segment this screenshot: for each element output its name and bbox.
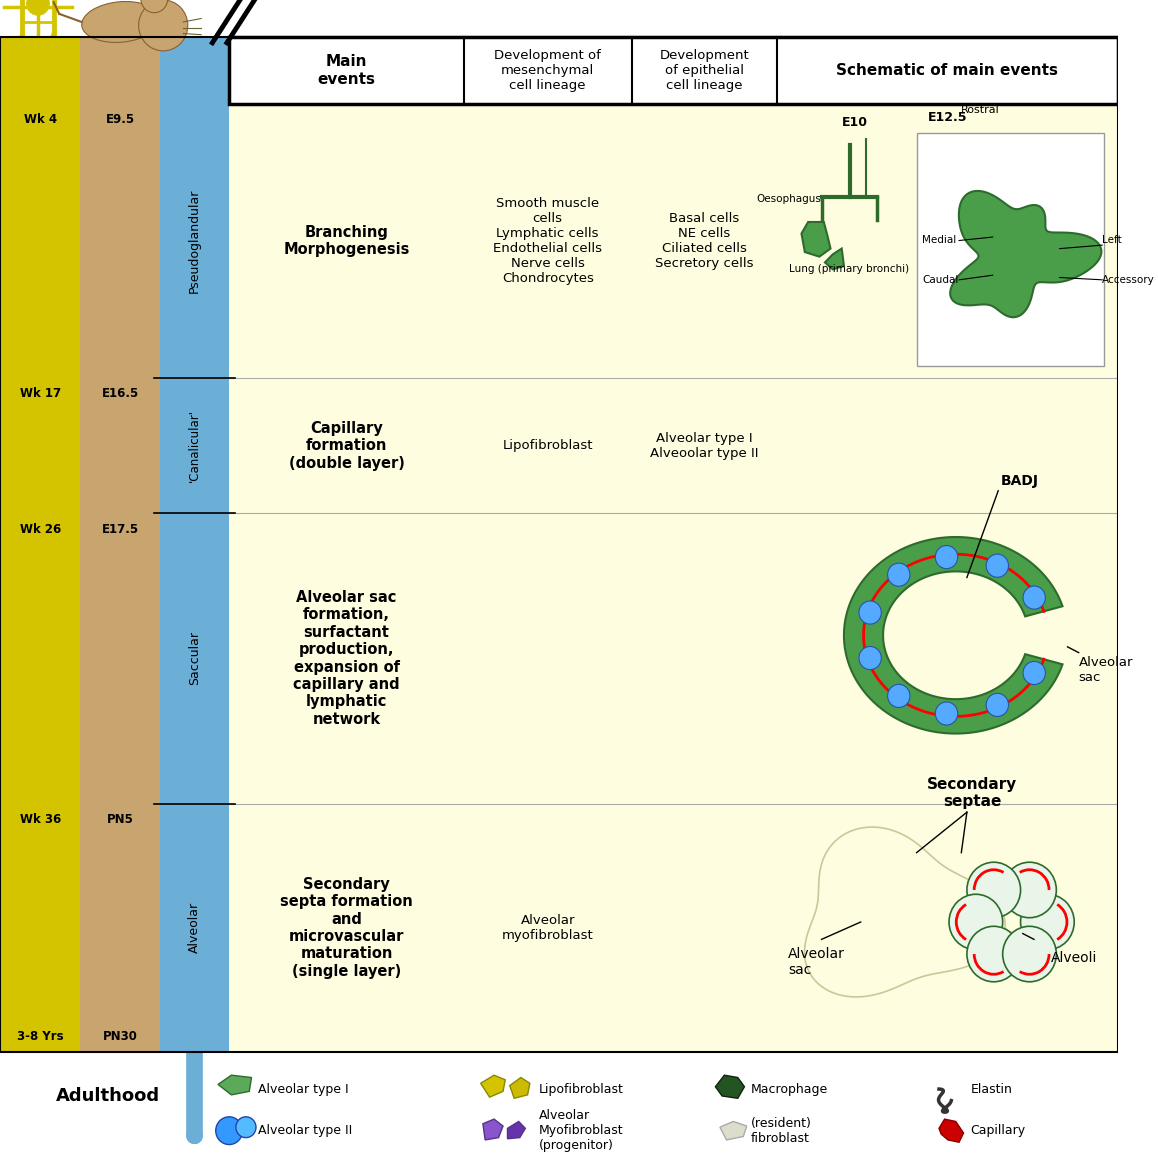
Circle shape bbox=[141, 0, 168, 13]
Polygon shape bbox=[939, 1119, 963, 1142]
Text: (resident)
fibroblast: (resident) fibroblast bbox=[752, 1116, 812, 1144]
Text: Smooth muscle
cells
Lymphatic cells
Endothelial cells
Nerve cells
Chondrocytes: Smooth muscle cells Lymphatic cells Endo… bbox=[493, 197, 602, 285]
Text: Lipofibroblast: Lipofibroblast bbox=[538, 1083, 624, 1095]
Text: PN5: PN5 bbox=[107, 813, 133, 826]
Bar bbox=[229, 804, 1117, 1053]
Text: Alveolar sac
formation,
surfactant
production,
expansion of
capillary and
lympha: Alveolar sac formation, surfactant produ… bbox=[293, 591, 400, 727]
Text: Oesophagus: Oesophagus bbox=[756, 195, 821, 204]
Text: PN30: PN30 bbox=[103, 1029, 138, 1043]
Text: Alveolar type I: Alveolar type I bbox=[258, 1083, 349, 1095]
Bar bbox=[229, 378, 1117, 513]
Text: Macrophage: Macrophage bbox=[752, 1083, 828, 1095]
Circle shape bbox=[1023, 661, 1046, 684]
Text: Alveoli: Alveoli bbox=[1050, 952, 1097, 966]
Bar bbox=[917, 133, 1105, 366]
Polygon shape bbox=[510, 1077, 530, 1098]
Circle shape bbox=[859, 601, 881, 624]
Text: Wk 4: Wk 4 bbox=[23, 113, 57, 126]
Bar bbox=[81, 37, 160, 1053]
Text: Medial: Medial bbox=[922, 235, 957, 244]
Circle shape bbox=[1003, 863, 1056, 917]
Text: Alveolar
sac: Alveolar sac bbox=[789, 947, 845, 977]
Polygon shape bbox=[951, 191, 1101, 317]
Bar bbox=[229, 37, 1117, 104]
Circle shape bbox=[1003, 926, 1056, 982]
Bar bbox=[160, 37, 229, 1053]
Text: Schematic of main events: Schematic of main events bbox=[836, 63, 1058, 78]
Polygon shape bbox=[481, 1075, 505, 1097]
Text: 3-8 Yrs: 3-8 Yrs bbox=[17, 1029, 64, 1043]
Text: Lipofibroblast: Lipofibroblast bbox=[503, 439, 593, 452]
Bar bbox=[0, 37, 1117, 1053]
Bar bbox=[0, 37, 81, 1053]
Text: Alveolar
sac: Alveolar sac bbox=[1079, 655, 1134, 684]
Text: E17.5: E17.5 bbox=[102, 522, 139, 535]
Text: Main
events: Main events bbox=[317, 54, 375, 87]
Text: Adulthood: Adulthood bbox=[56, 1087, 160, 1105]
Polygon shape bbox=[507, 1121, 526, 1138]
Text: Secondary
septa formation
and
microvascular
maturation
(single layer): Secondary septa formation and microvascu… bbox=[280, 877, 413, 979]
Text: Rostral: Rostral bbox=[961, 105, 1001, 116]
Text: Basal cells
NE cells
Ciliated cells
Secretory cells: Basal cells NE cells Ciliated cells Secr… bbox=[655, 212, 754, 270]
Circle shape bbox=[139, 0, 188, 51]
Ellipse shape bbox=[887, 574, 1025, 696]
Text: Capillary: Capillary bbox=[970, 1124, 1025, 1137]
Circle shape bbox=[936, 702, 958, 725]
Text: Branching
Morphogenesis: Branching Morphogenesis bbox=[284, 225, 410, 257]
Circle shape bbox=[936, 545, 958, 569]
Polygon shape bbox=[483, 1119, 503, 1139]
Text: Left: Left bbox=[1102, 235, 1122, 244]
Text: BADJ: BADJ bbox=[1001, 474, 1039, 488]
Text: Wk 36: Wk 36 bbox=[20, 813, 61, 826]
Text: Pseudoglandular: Pseudoglandular bbox=[188, 189, 201, 293]
Bar bbox=[229, 104, 1117, 378]
Text: Alveolar: Alveolar bbox=[188, 902, 201, 953]
Circle shape bbox=[1020, 894, 1075, 950]
Polygon shape bbox=[716, 1075, 745, 1098]
Text: Alveolar type I
Alveoolar type II: Alveolar type I Alveoolar type II bbox=[650, 432, 758, 460]
Circle shape bbox=[967, 926, 1020, 982]
Text: Capillary
formation
(double layer): Capillary formation (double layer) bbox=[288, 420, 404, 470]
Text: E12.5: E12.5 bbox=[928, 111, 967, 124]
Circle shape bbox=[1023, 586, 1046, 609]
Polygon shape bbox=[218, 1075, 251, 1094]
Text: Lung (primary bronchi): Lung (primary bronchi) bbox=[790, 264, 909, 273]
Text: E16.5: E16.5 bbox=[102, 387, 139, 401]
Circle shape bbox=[215, 1116, 242, 1144]
Polygon shape bbox=[720, 1121, 747, 1139]
Bar bbox=[229, 513, 1117, 804]
Text: Caudal: Caudal bbox=[922, 276, 959, 285]
Circle shape bbox=[859, 646, 881, 669]
Circle shape bbox=[987, 694, 1009, 717]
Text: E9.5: E9.5 bbox=[105, 113, 134, 126]
Text: Alveolar type II: Alveolar type II bbox=[258, 1124, 352, 1137]
Polygon shape bbox=[844, 537, 1063, 733]
Circle shape bbox=[888, 563, 910, 586]
Text: Saccular: Saccular bbox=[188, 631, 201, 686]
Circle shape bbox=[888, 684, 910, 708]
Text: Development
of epithelial
cell lineage: Development of epithelial cell lineage bbox=[659, 49, 749, 91]
Circle shape bbox=[27, 0, 49, 15]
Polygon shape bbox=[801, 222, 830, 257]
Text: Alveolar
Myofibroblast
(progenitor): Alveolar Myofibroblast (progenitor) bbox=[538, 1109, 623, 1152]
Text: 'Canalicular': 'Canalicular' bbox=[188, 409, 201, 482]
Circle shape bbox=[950, 894, 1003, 950]
Circle shape bbox=[987, 555, 1009, 577]
Text: Wk 17: Wk 17 bbox=[20, 387, 61, 401]
Text: Elastin: Elastin bbox=[970, 1083, 1012, 1095]
Polygon shape bbox=[824, 249, 844, 270]
Text: Development of
mesenchymal
cell lineage: Development of mesenchymal cell lineage bbox=[494, 49, 601, 91]
Text: Alveolar
myofibroblast: Alveolar myofibroblast bbox=[501, 914, 594, 941]
Ellipse shape bbox=[82, 1, 160, 43]
Text: Accessory: Accessory bbox=[1102, 276, 1155, 285]
Circle shape bbox=[967, 863, 1020, 917]
Text: Wk 26: Wk 26 bbox=[20, 522, 61, 535]
Text: E10: E10 bbox=[842, 116, 868, 129]
Circle shape bbox=[236, 1116, 256, 1137]
Text: Secondary
septae: Secondary septae bbox=[928, 777, 1018, 809]
